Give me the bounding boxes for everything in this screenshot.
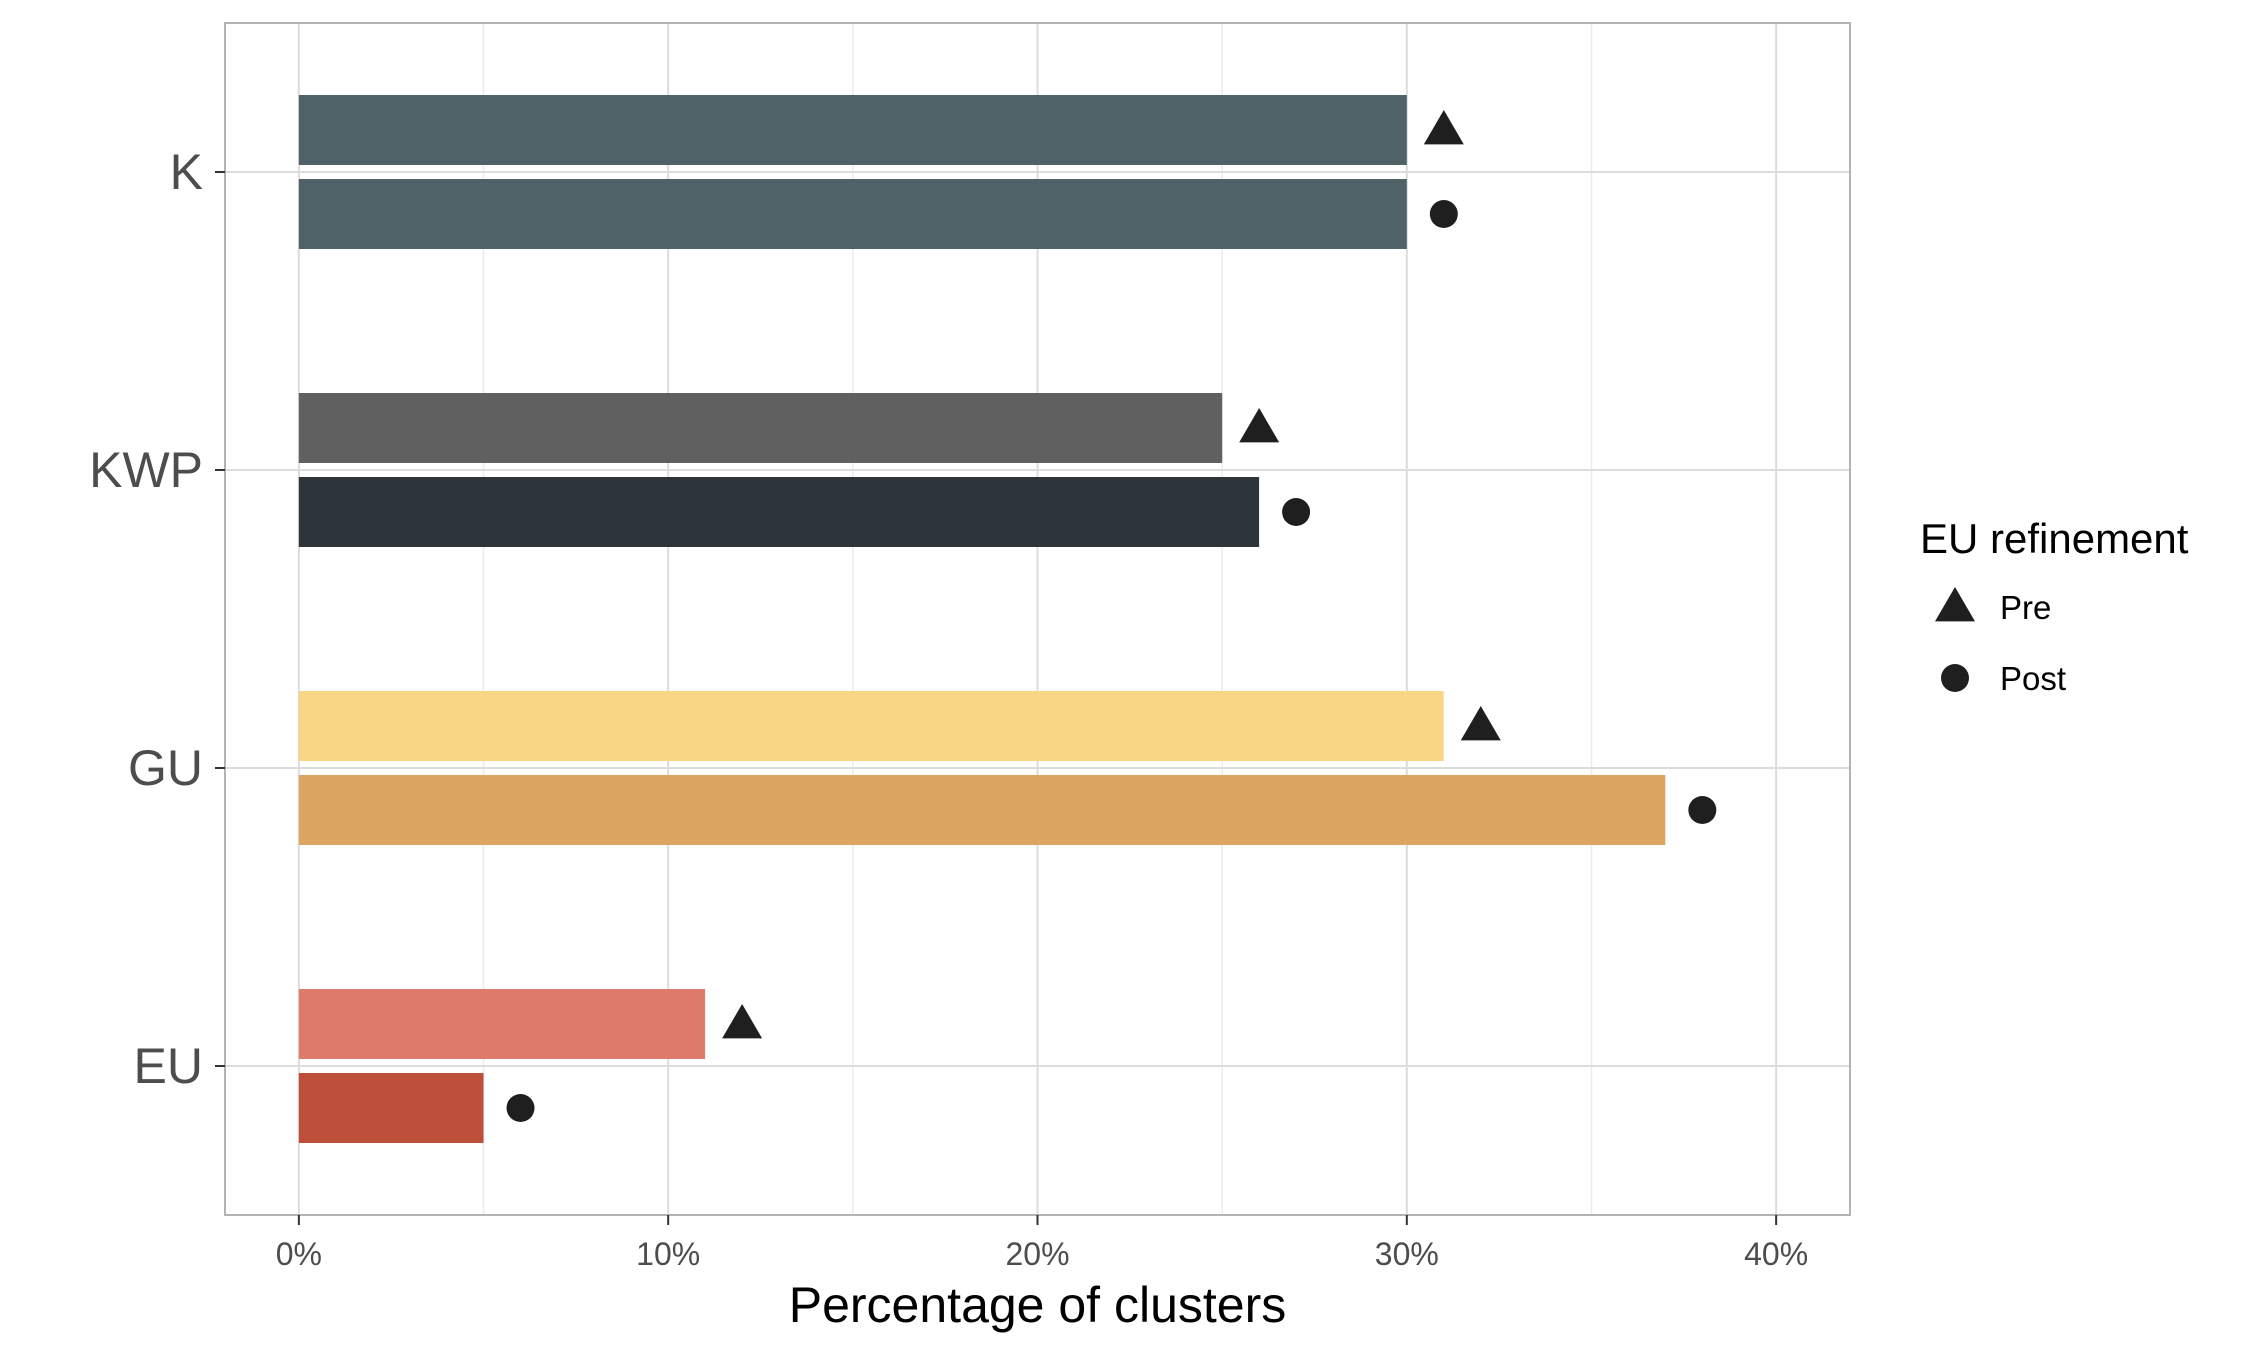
bar-eu-post bbox=[298, 1073, 484, 1143]
marker-k-post bbox=[1429, 200, 1458, 228]
legend-label: Pre bbox=[2000, 589, 2051, 626]
y-category-label: GU bbox=[128, 740, 203, 796]
y-category-label: EU bbox=[134, 1038, 203, 1094]
bar-k-post bbox=[298, 179, 1407, 249]
x-tick-label: 30% bbox=[1375, 1236, 1439, 1272]
bar-eu-pre bbox=[298, 989, 706, 1059]
markers bbox=[506, 110, 1717, 1122]
marker-kwp-pre bbox=[1239, 408, 1280, 443]
legend: EU refinement Pre Post bbox=[1920, 515, 2189, 697]
bar-kwp-post bbox=[298, 477, 1260, 547]
bar-gu-post bbox=[298, 775, 1666, 845]
marker-k-pre bbox=[1423, 110, 1464, 145]
x-axis-title: Percentage of clusters bbox=[789, 1277, 1287, 1333]
bar-gu-pre bbox=[298, 691, 1444, 761]
marker-kwp-post bbox=[1282, 498, 1311, 526]
y-category-label: KWP bbox=[89, 442, 203, 498]
x-tick-label: 0% bbox=[276, 1236, 322, 1272]
axis-ticks: 0% 10% 20% 30% 40% K KWP GU EU bbox=[89, 144, 1808, 1272]
bar-kwp-pre bbox=[298, 393, 1223, 463]
marker-gu-pre bbox=[1460, 706, 1501, 741]
legend-title: EU refinement bbox=[1920, 515, 2189, 562]
x-tick-label: 20% bbox=[1005, 1236, 1069, 1272]
y-category-label: K bbox=[170, 144, 203, 200]
legend-triangle-icon bbox=[1935, 587, 1975, 622]
marker-gu-post bbox=[1688, 796, 1717, 824]
x-tick-label: 10% bbox=[636, 1236, 700, 1272]
bars bbox=[298, 95, 1666, 1143]
x-tick-label: 40% bbox=[1744, 1236, 1808, 1272]
bar-k-pre bbox=[298, 95, 1407, 165]
legend-label: Post bbox=[2000, 660, 2066, 697]
marker-eu-pre bbox=[722, 1004, 763, 1039]
legend-circle-icon bbox=[1941, 664, 1969, 692]
marker-eu-post bbox=[506, 1094, 535, 1122]
